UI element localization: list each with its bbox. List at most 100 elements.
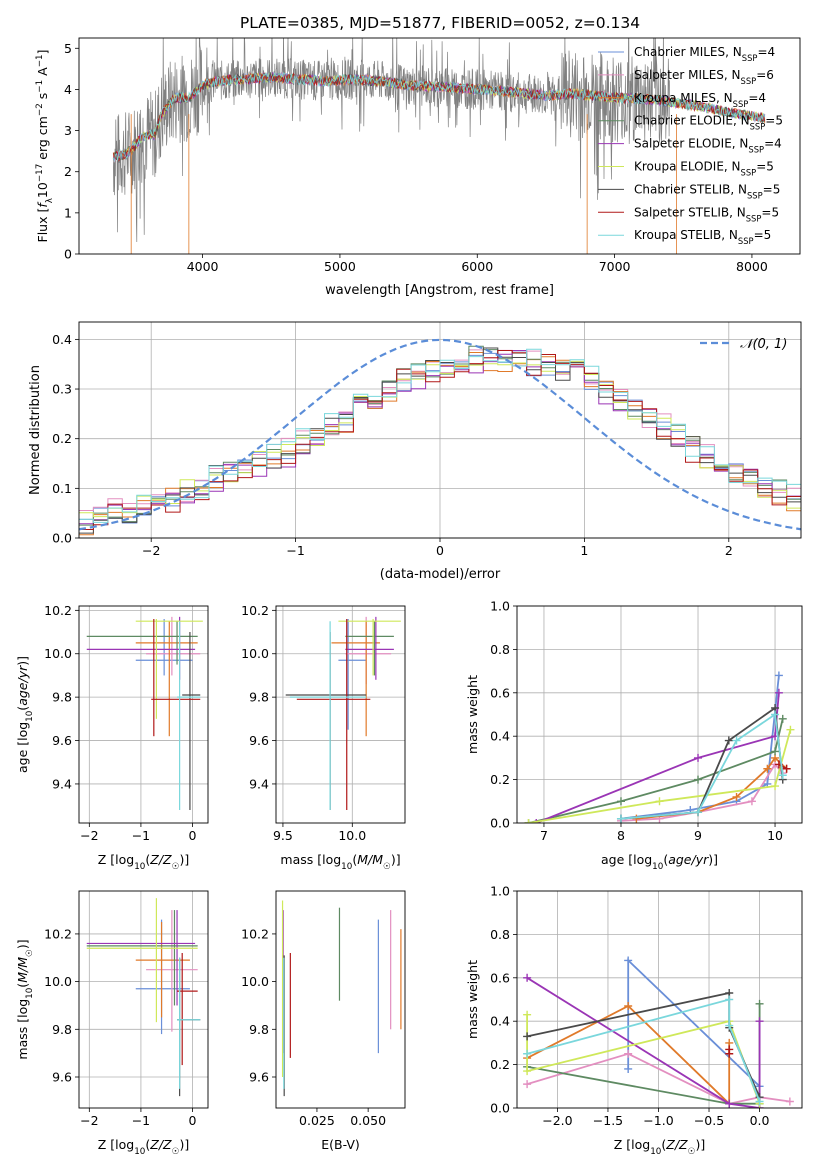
weight-marker-salpeter_stelib	[725, 1049, 734, 1058]
weight-marker-salpeter_miles	[624, 1049, 633, 1058]
x-axis-label: Z [log10(Z/Z☉)]	[98, 852, 189, 872]
y-axis-label: mass weight	[465, 960, 480, 1039]
plot-area	[86, 616, 203, 810]
x-axis-label: wavelength [Angstrom, rest frame]	[325, 283, 554, 298]
weight-marker-chabrier_miles	[624, 1064, 633, 1073]
axes-frame	[516, 890, 803, 1109]
weight-marker-salpeter_elodie	[774, 688, 783, 697]
x-tick-label: 0.050	[350, 1113, 386, 1128]
y-tick-label: 9.4	[52, 776, 72, 791]
weight-marker-kroupa_miles	[624, 1002, 633, 1011]
x-tick-label: 0.0	[750, 1113, 770, 1128]
panel-mass_vs_ebv: 0.025 0.050 9.6 9.8 10.0 10.2 E(B-V)	[241, 890, 406, 1152]
y-tick-label: 0.4	[490, 1014, 510, 1029]
data-spectrum-line	[112, 38, 670, 243]
x-tick-label: −1	[132, 828, 150, 843]
x-tick-label: −1.5	[593, 1113, 623, 1128]
y-axis-label: age [log10(age/yr)]	[15, 656, 35, 773]
x-tick-label: −1.0	[643, 1113, 673, 1128]
weight-marker-chabrier_elodie	[771, 747, 780, 756]
gaussian-curve	[79, 338, 801, 531]
weight-marker-salpeter_elodie	[694, 753, 703, 762]
weight-marker-kroupa_elodie	[655, 797, 664, 806]
panel-weight_vs_Z: −2.0 −1.5 −1.0 −0.5 0.0 0.0 0.2 0.4 0.6 0.8 1.0 Z […	[465, 884, 803, 1157]
legend-entry: Kroupa ELODIE, NSSP=5	[634, 160, 774, 178]
weight-marker-kroupa_stelib	[725, 995, 734, 1004]
y-tick-label: 10.0	[241, 646, 269, 661]
figure-title: PLATE=0385, MJD=51877, FIBERID=0052, z=0…	[240, 14, 640, 32]
grid-lines	[79, 891, 208, 1108]
plot-area	[524, 671, 795, 823]
x-axis-label: E(B-V)	[321, 1137, 360, 1152]
weight-marker-kroupa_miles	[763, 764, 772, 773]
x-tick-label: 8000	[736, 259, 768, 274]
weight-line-salpeter_miles	[620, 762, 784, 822]
weight-marker-kroupa_stelib	[523, 1049, 532, 1058]
weight-marker-kroupa_stelib	[778, 771, 787, 780]
weight-marker-kroupa_stelib	[755, 1097, 764, 1106]
grid-lines	[79, 322, 801, 539]
x-tick-label: 7000	[599, 259, 631, 274]
weight-marker-salpeter_elodie	[725, 1099, 734, 1108]
weight-marker-chabrier_elodie	[616, 797, 625, 806]
weight-marker-chabrier_miles	[624, 956, 633, 965]
x-tick-label: 10	[767, 828, 783, 843]
panel-spectrum: 4000 5000 6000 7000 8000 0 1 2 3 4 5 wavelength [An…	[35, 37, 801, 298]
y-tick-label: 3	[64, 123, 72, 138]
grid-lines	[276, 606, 405, 823]
x-tick-label: 4000	[187, 259, 219, 274]
x-tick-label: −1	[286, 543, 304, 558]
x-axis-label: Z [log10(Z/Z☉)]	[98, 1137, 189, 1157]
legend-entry: Chabrier STELIB, NSSP=5	[634, 182, 780, 200]
weight-marker-chabrier_stelib	[523, 1032, 532, 1041]
x-tick-label: 0	[189, 828, 197, 843]
y-tick-label: 10.0	[44, 646, 72, 661]
y-tick-label: 0.6	[490, 970, 510, 985]
axes-frame	[516, 605, 803, 824]
weight-marker-salpeter_miles	[523, 1080, 532, 1089]
y-tick-label: 10.0	[241, 974, 269, 989]
x-tick-label: −1	[132, 1113, 150, 1128]
plot-area	[86, 898, 201, 1097]
y-tick-label: 1.0	[490, 599, 510, 614]
weight-marker-salpeter_elodie	[755, 1017, 764, 1026]
weight-marker-kroupa_miles	[632, 814, 641, 823]
legend-entry: 𝒩(0, 1)	[740, 337, 787, 352]
y-tick-label: 9.8	[52, 1022, 72, 1037]
y-tick-label: 9.6	[249, 733, 269, 748]
y-tick-label: 9.8	[249, 690, 269, 705]
x-tick-label: 1	[580, 543, 588, 558]
legend-entry: Salpeter MILES, NSSP=6	[634, 68, 774, 86]
plot-area	[112, 38, 766, 254]
panel-age_vs_Z: −2 −1 0 9.4 9.6 9.8 10.0 10.2 Z [log10(Z/Z☉)] age…	[15, 603, 209, 872]
y-axis-label: Normed distribution	[28, 365, 43, 495]
weight-marker-kroupa_miles	[732, 792, 741, 801]
panel-age_vs_mass: 9.5 10.0 9.4 9.6 9.8 10.0 10.2 mass [log10(M/M☉…	[241, 603, 406, 872]
y-tick-label: 0.0	[52, 531, 72, 546]
weight-marker-chabrier_elodie	[778, 714, 787, 723]
axes-frame	[78, 37, 801, 255]
y-tick-label: 0.8	[490, 642, 510, 657]
legend-entry: Chabrier MILES, NSSP=4	[634, 45, 775, 63]
y-tick-label: 0.0	[490, 816, 510, 831]
y-tick-label: 10.2	[241, 603, 269, 618]
axes-frame	[275, 605, 406, 824]
x-axis-label: age [log10(age/yr)]	[601, 852, 718, 872]
weight-marker-chabrier_elodie	[694, 775, 703, 784]
panel-residuals: −2 −1 0 1 2 0.0 0.1 0.2 0.3 0.4 𝒩(0, 1) (data-model…	[28, 321, 802, 582]
y-tick-label: 0.4	[52, 332, 72, 347]
x-tick-label: 6000	[461, 259, 493, 274]
y-tick-label: 9.8	[249, 1022, 269, 1037]
legend-entry: Salpeter ELODIE, NSSP=4	[634, 137, 782, 155]
axes-frame	[275, 890, 406, 1109]
y-tick-label: 0	[64, 247, 72, 262]
legend-entry: Kroupa MILES, NSSP=4	[634, 91, 766, 109]
y-tick-label: 0.0	[490, 1101, 510, 1116]
y-axis-label: Flux [fλ10−17 erg cm−2 s−1 A−1]	[35, 50, 55, 243]
weight-marker-chabrier_stelib	[724, 736, 733, 745]
weight-line-kroupa_elodie	[528, 729, 792, 823]
y-tick-label: 0.6	[490, 685, 510, 700]
panel-weight_vs_age: 7 8 9 10 0.0 0.2 0.4 0.6 0.8 1.0 age [log10(age/yr…	[465, 599, 803, 872]
axes-frame	[78, 605, 209, 824]
